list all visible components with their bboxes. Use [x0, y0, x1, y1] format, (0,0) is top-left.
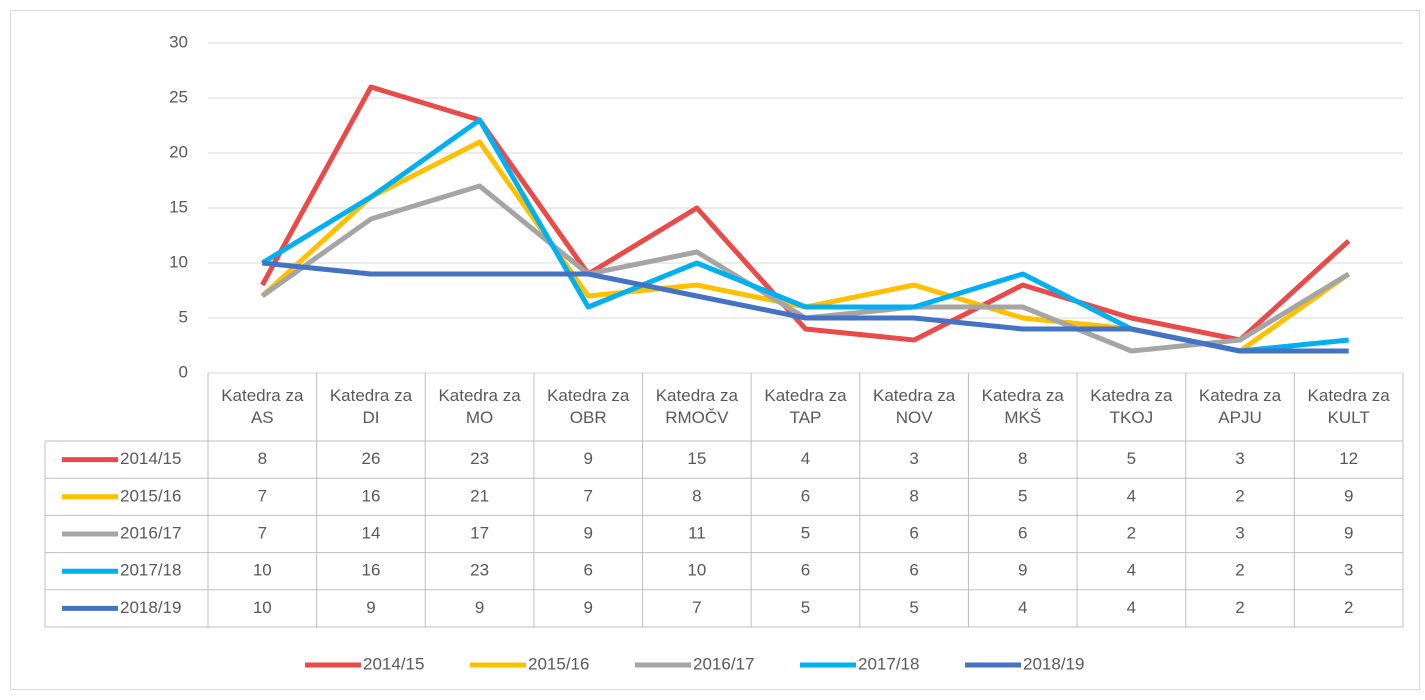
table-cell: 9 [366, 598, 375, 617]
category-cell: Katedra za DI [329, 386, 413, 427]
table-series-name: 2014/15 [120, 449, 181, 468]
x-tick-label: Katedra za DI [329, 386, 413, 427]
table-cell: 2 [1235, 561, 1244, 580]
legend-label: 2018/19 [1023, 654, 1084, 673]
table-cell: 4 [1127, 561, 1136, 580]
table-cell: 23 [470, 561, 489, 580]
y-tick-label: 15 [169, 197, 188, 216]
category-cell: Katedra za TAP [764, 386, 847, 427]
table-cell: 6 [583, 561, 592, 580]
x-tick-label: Katedra za APJU [1198, 386, 1282, 427]
category-cell: Katedra za KULT [1307, 386, 1390, 427]
x-tick-label: Katedra za AS [221, 386, 304, 427]
category-cell: Katedra za NOV [873, 386, 956, 427]
table-cell: 2 [1344, 598, 1353, 617]
y-tick-label: 25 [169, 87, 188, 106]
table-cell: 7 [258, 486, 267, 505]
table-cell: 3 [1235, 523, 1244, 542]
x-tick-label: Katedra za MKŠ [981, 386, 1064, 427]
table-cell: 14 [361, 523, 380, 542]
y-tick-label: 0 [179, 362, 188, 381]
table-cell: 9 [583, 598, 592, 617]
table-cell: 5 [1127, 449, 1136, 468]
y-tick-label: 20 [169, 142, 188, 161]
table-cell: 8 [909, 486, 918, 505]
table-cell: 8 [1018, 449, 1027, 468]
category-cell: Katedra za MKŠ [981, 386, 1064, 427]
table-cell: 10 [253, 561, 272, 580]
table-cell: 16 [361, 486, 380, 505]
table-cell: 9 [475, 598, 484, 617]
table-cell: 26 [361, 449, 380, 468]
table-cell: 11 [688, 523, 706, 542]
table-cell: 15 [687, 449, 706, 468]
table-cell: 7 [583, 486, 592, 505]
chart-border [10, 10, 1420, 690]
table-series-name: 2017/18 [120, 561, 181, 580]
x-tick-label: Katedra za NOV [873, 386, 956, 427]
table-cell: 6 [801, 561, 810, 580]
table-cell: 4 [1127, 598, 1136, 617]
table-cell: 3 [1344, 561, 1353, 580]
y-tick-label: 30 [169, 32, 188, 51]
table-cell: 23 [470, 449, 489, 468]
table-cell: 6 [1018, 523, 1027, 542]
table-cell: 9 [1344, 523, 1353, 542]
y-tick-label: 5 [179, 307, 188, 326]
category-cell: Katedra za TKOJ [1090, 386, 1173, 427]
legend-label: 2015/16 [528, 654, 589, 673]
table-cell: 4 [1127, 486, 1136, 505]
table-cell: 21 [470, 486, 489, 505]
category-cell: Katedra za APJU [1198, 386, 1282, 427]
table-cell: 10 [253, 598, 272, 617]
table-cell: 9 [1344, 486, 1353, 505]
table-cell: 10 [687, 561, 706, 580]
table-cell: 5 [909, 598, 918, 617]
category-cell: Katedra za MO [438, 386, 521, 427]
category-cell: Katedra za OBR [547, 386, 630, 427]
x-tick-label: Katedra za MO [438, 386, 521, 427]
table-cell: 8 [692, 486, 701, 505]
table-cell: 7 [692, 598, 701, 617]
table-cell: 8 [258, 449, 267, 468]
table-cell: 2 [1235, 486, 1244, 505]
table-cell: 6 [909, 561, 918, 580]
x-tick-label: Katedra za OBR [547, 386, 630, 427]
table-cell: 17 [470, 523, 489, 542]
table-cell: 5 [801, 523, 810, 542]
table-cell: 9 [1018, 561, 1027, 580]
table-cell: 4 [801, 449, 810, 468]
table-cell: 4 [1018, 598, 1027, 617]
table-cell: 9 [583, 523, 592, 542]
table-cell: 3 [909, 449, 918, 468]
table-cell: 6 [801, 486, 810, 505]
series-line [262, 260, 1349, 354]
table-series-name: 2018/19 [120, 598, 181, 617]
legend-label: 2016/17 [693, 654, 754, 673]
category-cell: Katedra za AS [221, 386, 304, 427]
table-cell: 2 [1235, 598, 1244, 617]
table-cell: 7 [258, 523, 267, 542]
x-tick-label: Katedra za TKOJ [1090, 386, 1173, 427]
legend-label: 2017/18 [858, 654, 919, 673]
table-cell: 2 [1127, 523, 1136, 542]
table-cell: 3 [1235, 449, 1244, 468]
category-cell: Katedra za RMOČV [655, 386, 738, 427]
table-cell: 16 [361, 561, 380, 580]
table-cell: 5 [1018, 486, 1027, 505]
x-tick-label: Katedra za RMOČV [655, 386, 738, 427]
y-tick-label: 10 [169, 252, 188, 271]
table-series-name: 2016/17 [120, 523, 181, 542]
x-tick-label: Katedra za KULT [1307, 386, 1390, 427]
series-line [260, 84, 1351, 343]
legend-label: 2014/15 [363, 654, 424, 673]
table-cell: 12 [1339, 449, 1358, 468]
table-series-name: 2015/16 [120, 486, 181, 505]
x-tick-label: Katedra za TAP [764, 386, 847, 427]
table-cell: 5 [801, 598, 810, 617]
table-cell: 9 [583, 449, 592, 468]
table-cell: 6 [909, 523, 918, 542]
